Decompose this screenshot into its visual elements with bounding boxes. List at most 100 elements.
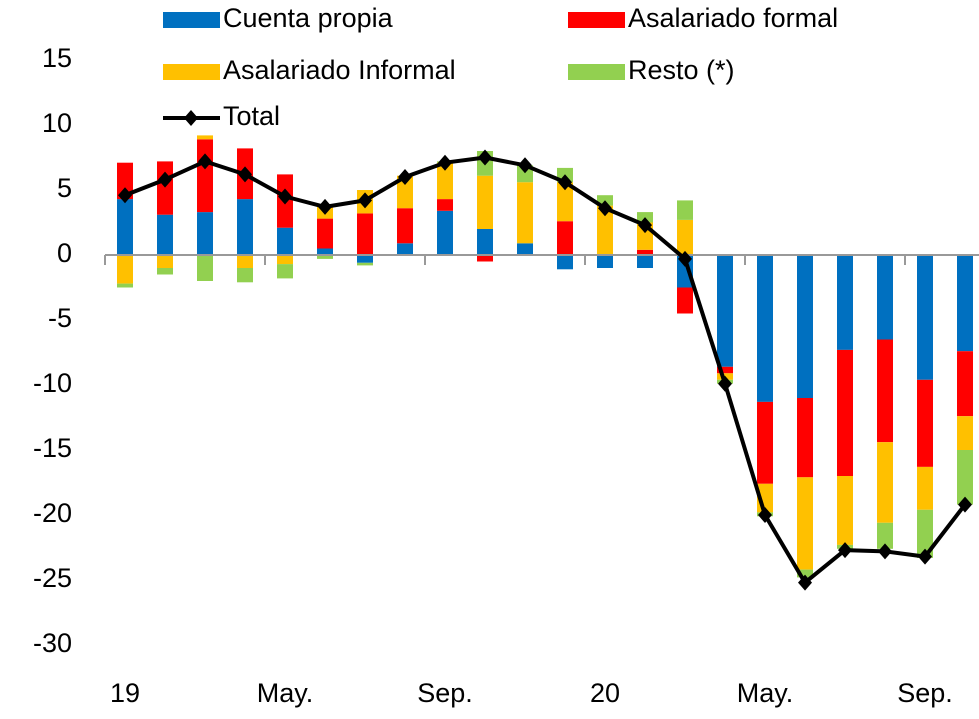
bar-segment [517, 182, 533, 244]
bar-segment [917, 379, 933, 467]
bar-segment [237, 255, 253, 268]
bar-segment [157, 268, 173, 275]
total-marker [198, 153, 212, 170]
legend-label: Asalariado Informal [223, 55, 456, 85]
bar-segment [757, 255, 773, 402]
legend-swatch [568, 12, 625, 28]
y-tick-label: 0 [57, 238, 72, 268]
total-marker [758, 507, 772, 523]
bar-segment [797, 477, 813, 570]
y-tick-label: 5 [57, 173, 72, 203]
bar-segment [437, 162, 453, 200]
total-marker [838, 542, 852, 559]
bar-segment [237, 199, 253, 255]
total-marker [558, 174, 572, 191]
bar-segment [877, 442, 893, 523]
bar-segment [237, 268, 253, 283]
x-tick-label: May. [257, 678, 314, 708]
bar-segment [597, 205, 613, 255]
bar-segment [477, 229, 493, 255]
y-tick-label: -15 [33, 433, 72, 463]
total-marker [118, 187, 132, 204]
bar-segment [517, 165, 533, 183]
bar-segment [637, 255, 653, 268]
bar-segment [677, 219, 693, 255]
y-tick-label: -10 [33, 368, 72, 398]
total-marker [438, 154, 452, 171]
bar-segment [877, 255, 893, 340]
bar-segment [277, 227, 293, 255]
bar-segment [917, 255, 933, 380]
bar-segment [357, 255, 373, 263]
total-marker [358, 192, 372, 209]
bar-segment [117, 199, 133, 255]
bar-segment [157, 161, 173, 215]
total-marker [678, 250, 692, 267]
total-marker [158, 171, 172, 188]
bar-segment [797, 255, 813, 398]
total-marker [918, 548, 932, 565]
bar-segment [437, 210, 453, 255]
bar-segment [717, 255, 733, 367]
bar-segment [197, 139, 213, 213]
bar-segment [117, 162, 133, 200]
bar-segment [877, 522, 893, 549]
total-marker [958, 496, 972, 513]
y-tick-label: 15 [42, 43, 72, 73]
x-tick-label: Sep. [417, 678, 473, 708]
total-marker [278, 188, 292, 205]
bar-segment [157, 214, 173, 255]
bar-segment [477, 255, 493, 262]
bar-segment [437, 199, 453, 211]
legend-swatch [163, 64, 220, 80]
bar-segment [837, 255, 853, 350]
bar-segment [717, 366, 733, 374]
bar-segment [917, 466, 933, 510]
total-marker [878, 543, 892, 560]
legend-marker [184, 110, 198, 126]
bar-segment [397, 175, 413, 209]
legend-swatch [568, 64, 625, 80]
bar-segment [197, 255, 213, 281]
bar-segment [877, 339, 893, 443]
bar-segment [837, 349, 853, 476]
bar-segment [317, 248, 333, 255]
bar-segment [957, 450, 973, 505]
bar-segment [197, 135, 213, 140]
bar-segment [357, 262, 373, 266]
bar-segment [477, 175, 493, 229]
y-tick-label: -30 [33, 628, 72, 658]
total-marker [238, 166, 252, 183]
bar-segment [917, 509, 933, 558]
bar-segment [357, 213, 373, 255]
legend-label: Total [223, 101, 280, 131]
total-marker [598, 200, 612, 217]
bar-segment [117, 283, 133, 288]
bar-segment [557, 255, 573, 270]
y-tick-label: -25 [33, 563, 72, 593]
total-marker [318, 198, 332, 215]
total-marker [718, 375, 732, 392]
bar-segment [557, 182, 573, 222]
bar-segment [957, 255, 973, 352]
bar-segment [797, 398, 813, 478]
bar-segment [637, 249, 653, 255]
bar-segment [397, 208, 413, 244]
total-marker [478, 149, 492, 166]
x-tick-label: May. [737, 678, 794, 708]
bar-segment [557, 221, 573, 255]
bar-segment [757, 401, 773, 484]
legend-label: Cuenta propia [223, 3, 394, 33]
bar-segment [797, 569, 813, 578]
bar-segment [277, 264, 293, 279]
bar-segment [677, 200, 693, 220]
bar-segment [397, 243, 413, 255]
bar-segment [317, 218, 333, 249]
bar-segment [957, 416, 973, 450]
bar-segment [837, 476, 853, 545]
total-line [124, 155, 967, 585]
total-marker [638, 217, 652, 234]
bar-segment [277, 255, 293, 265]
bar-segment [957, 351, 973, 417]
